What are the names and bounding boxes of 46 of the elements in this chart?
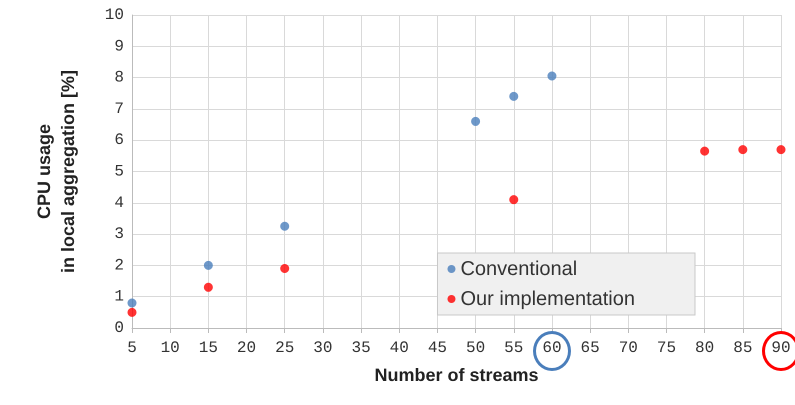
x-tick-label: 25 <box>275 339 294 357</box>
x-tick-label: 20 <box>236 339 256 357</box>
point <box>280 222 290 231</box>
x-tick-label: 45 <box>428 339 448 357</box>
x-tick-label: 15 <box>198 339 218 357</box>
point <box>509 195 518 204</box>
x-tick-label: 10 <box>160 339 180 357</box>
point <box>280 264 290 274</box>
point <box>204 282 213 292</box>
x-tick-label: 60 <box>542 339 562 357</box>
y-tick-label: 0 <box>114 319 124 337</box>
point <box>128 308 136 317</box>
x-tick-label: 75 <box>656 339 676 357</box>
x-tick-label: 90 <box>771 339 791 357</box>
y-tick-label: 2 <box>114 256 124 274</box>
x-tick-label: 40 <box>390 339 409 357</box>
point <box>128 298 136 308</box>
x-tick-label: 55 <box>504 339 524 357</box>
x-tick-label: 80 <box>695 339 714 357</box>
point <box>547 72 556 81</box>
y-tick-label: 10 <box>104 6 124 24</box>
point <box>776 145 786 154</box>
x-tick-label: 5 <box>127 339 137 357</box>
legend-label: Conventional <box>460 258 578 280</box>
legend-label: Our implementation <box>460 288 636 310</box>
point <box>204 260 213 270</box>
point <box>700 146 710 156</box>
x-tick-label: 30 <box>313 339 332 357</box>
x-tick-label: 85 <box>733 339 752 357</box>
point <box>471 116 480 126</box>
y-tick-label: 6 <box>114 131 124 150</box>
y-tick-label: 4 <box>114 194 124 212</box>
y-tick-label: 3 <box>114 225 124 244</box>
x-tick-label: 70 <box>618 339 638 357</box>
x-axis-title: Number of streams <box>374 365 539 385</box>
point <box>738 145 748 154</box>
x-tick-label: 65 <box>580 339 600 357</box>
y-tick-label: 9 <box>114 37 124 56</box>
y-tick-label: 5 <box>114 162 124 180</box>
y-axis-title: CPU usage in local aggregation [%] <box>34 70 78 274</box>
point <box>509 92 518 101</box>
x-tick-label: 50 <box>466 339 486 357</box>
y-tick-label: 7 <box>114 100 124 118</box>
y-tick-label: 8 <box>114 68 124 87</box>
y-tick-label: 1 <box>114 288 124 306</box>
x-tick-label: 35 <box>351 339 371 357</box>
